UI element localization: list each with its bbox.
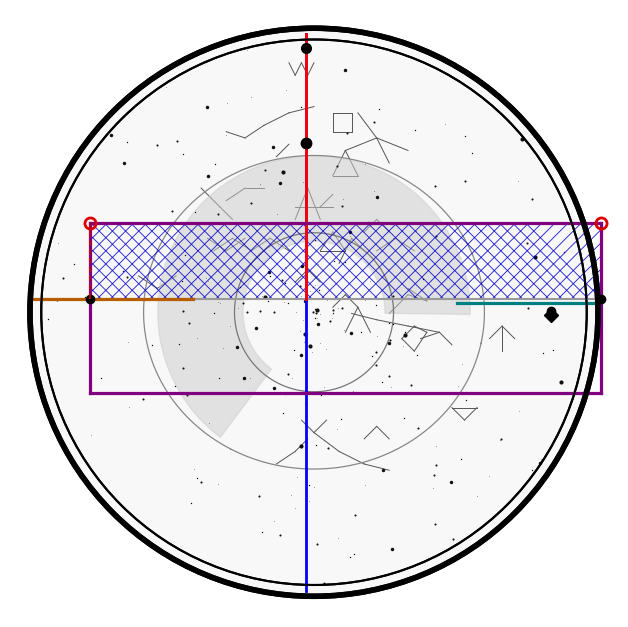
Text: Summer
Solstice: Summer Solstice (284, 466, 335, 496)
Polygon shape (158, 156, 470, 437)
Text: 94: 94 (66, 203, 99, 227)
Text: Beta Centauri: Beta Centauri (429, 280, 501, 290)
Text: When Sirius and Gemini mark the Winter
Solstice and the Summer Solstice is at
Sa: When Sirius and Gemini mark the Winter S… (338, 445, 552, 531)
Text: Winter
Solstice: Winter Solstice (273, 44, 317, 66)
Text: FOMALHAUT: FOMALHAUT (41, 285, 128, 298)
Text: DIPHDA: DIPHDA (66, 221, 117, 234)
Text: 5 to 12
ratio of
length of
the sides: 5 to 12 ratio of length of the sides (11, 310, 71, 373)
Text: CENTAURUS: CENTAURUS (450, 293, 533, 307)
Text: Spring
Equinox: Spring Equinox (556, 277, 597, 300)
Polygon shape (158, 156, 470, 437)
Circle shape (30, 28, 598, 596)
Text: 91: 91 (518, 203, 551, 227)
Text: The
Equinox
positions
differ by over
25800 years due
to the ca. 24° wobble
of th: The Equinox positions differ by over 258… (440, 445, 625, 557)
Text: Autumn
Equinox: Autumn Equinox (11, 287, 52, 309)
Text: The
"station
stones" at
Stonehenge
form a rectangle
whose sides have a
length ra: The "station stones" at Stonehenge form … (3, 445, 208, 571)
Text: SIRIUS: SIRIUS (318, 33, 368, 46)
Text: The "station stones" at Stonehenge
use stars at Diphda, Fomalhaut,
Crux and Cent: The "station stones" at Stonehenge use s… (442, 2, 625, 127)
Text: Decipherment by
Andis Kaulins
in Traben-Trarbach
2016: Decipherment by Andis Kaulins in Traben-… (119, 445, 215, 493)
Text: 24°: 24° (70, 246, 90, 259)
Circle shape (30, 28, 598, 596)
Text: The underlying star map is via the
Learning Technologies
(http://starlab.com/)
M: The underlying star map is via the Learn… (3, 2, 179, 127)
Text: CRUX: CRUX (543, 221, 580, 234)
